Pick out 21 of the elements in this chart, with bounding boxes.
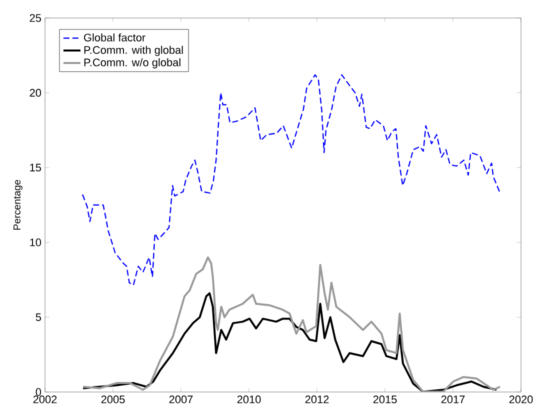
- x-tick-label: 2012: [305, 396, 329, 404]
- y-tick-label: 10: [30, 238, 42, 246]
- line-series: [82, 74, 501, 286]
- x-tick-label: 2002: [33, 396, 57, 404]
- x-tick-label: 2020: [509, 396, 533, 404]
- y-axis-title: Percentage: [14, 180, 22, 230]
- legend-label: Global factor: [84, 33, 146, 42]
- y-tick-label: 20: [30, 88, 42, 97]
- y-tick-label: 25: [30, 14, 42, 22]
- x-tick-label: 2010: [237, 396, 261, 404]
- legend-label: P.Comm. w/o global: [84, 58, 180, 68]
- line-series: [82, 292, 498, 392]
- x-tick-label: 2017: [441, 396, 465, 404]
- x-tick-label: 2015: [373, 396, 397, 404]
- y-tick-label: 15: [30, 164, 42, 172]
- legend-label: P.Comm. with global: [84, 46, 183, 56]
- line-series: [82, 256, 502, 392]
- x-tick-label: 2007: [169, 396, 193, 404]
- x-tick-label: 2005: [101, 396, 125, 404]
- y-tick-label: 0: [36, 388, 42, 396]
- y-tick-label: 5: [36, 313, 42, 322]
